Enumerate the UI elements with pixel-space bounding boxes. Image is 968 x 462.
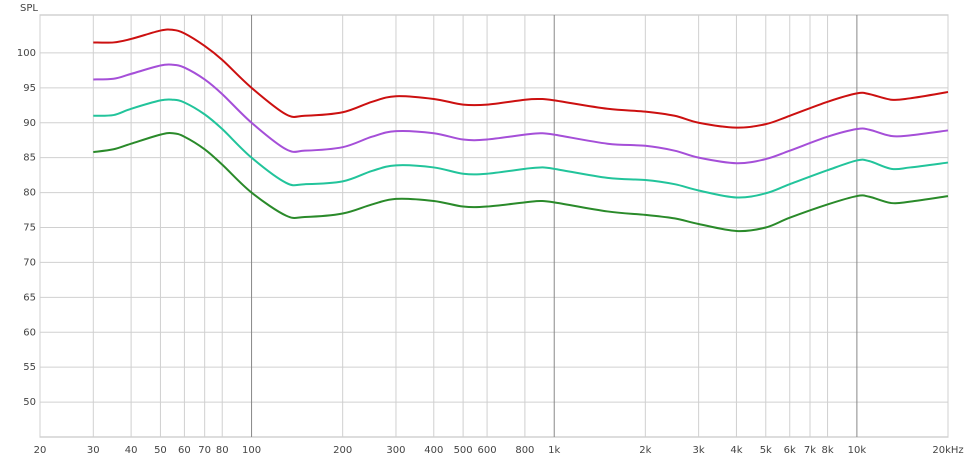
x-tick-label: 60 [178,445,191,456]
x-tick-label: 50 [154,445,167,456]
x-tick-label: 400 [424,445,443,456]
x-tick-label: 3k [693,445,705,456]
x-tick-label: 70 [198,445,211,456]
y-tick-label: 65 [23,292,36,303]
x-tick-label: 80 [216,445,229,456]
x-tick-label: 300 [386,445,405,456]
series-line [93,63,949,165]
y-tick-label: 75 [23,223,36,234]
x-tick-label: 100 [242,445,261,456]
y-tick-label: 70 [23,257,36,268]
y-axis-label: SPL [20,3,38,14]
y-tick-label: 90 [23,118,36,129]
y-tick-label: 85 [23,153,36,164]
y-tick-label: 100 [17,48,36,59]
x-tick-label: 800 [515,445,534,456]
x-tick-label: 7k [804,445,816,456]
x-tick-label: 30 [87,445,100,456]
x-tick-label: 5k [760,445,772,456]
x-tick-label: 200 [333,445,352,456]
x-tick-label: 20kHz [932,445,963,456]
y-tick-label: 80 [23,188,36,199]
x-tick-label: 500 [454,445,473,456]
x-tick-label: 6k [784,445,796,456]
x-tick-label: 600 [478,445,497,456]
plot-frame [39,14,949,438]
y-tick-label: 50 [23,397,36,408]
x-tick-label: 1k [548,445,560,456]
y-tick-label: 95 [23,83,36,94]
x-tick-label: 10k [848,445,867,456]
x-tick-label: 8k [821,445,833,456]
series-line [93,98,949,199]
x-tick-label: 2k [639,445,651,456]
y-tick-label: 55 [23,362,36,373]
y-tick-label: 60 [23,327,36,338]
x-tick-label: 40 [125,445,138,456]
x-tick-label: 20 [34,445,47,456]
series-line [93,28,949,129]
x-tick-label: 4k [730,445,742,456]
series-line [93,132,949,233]
